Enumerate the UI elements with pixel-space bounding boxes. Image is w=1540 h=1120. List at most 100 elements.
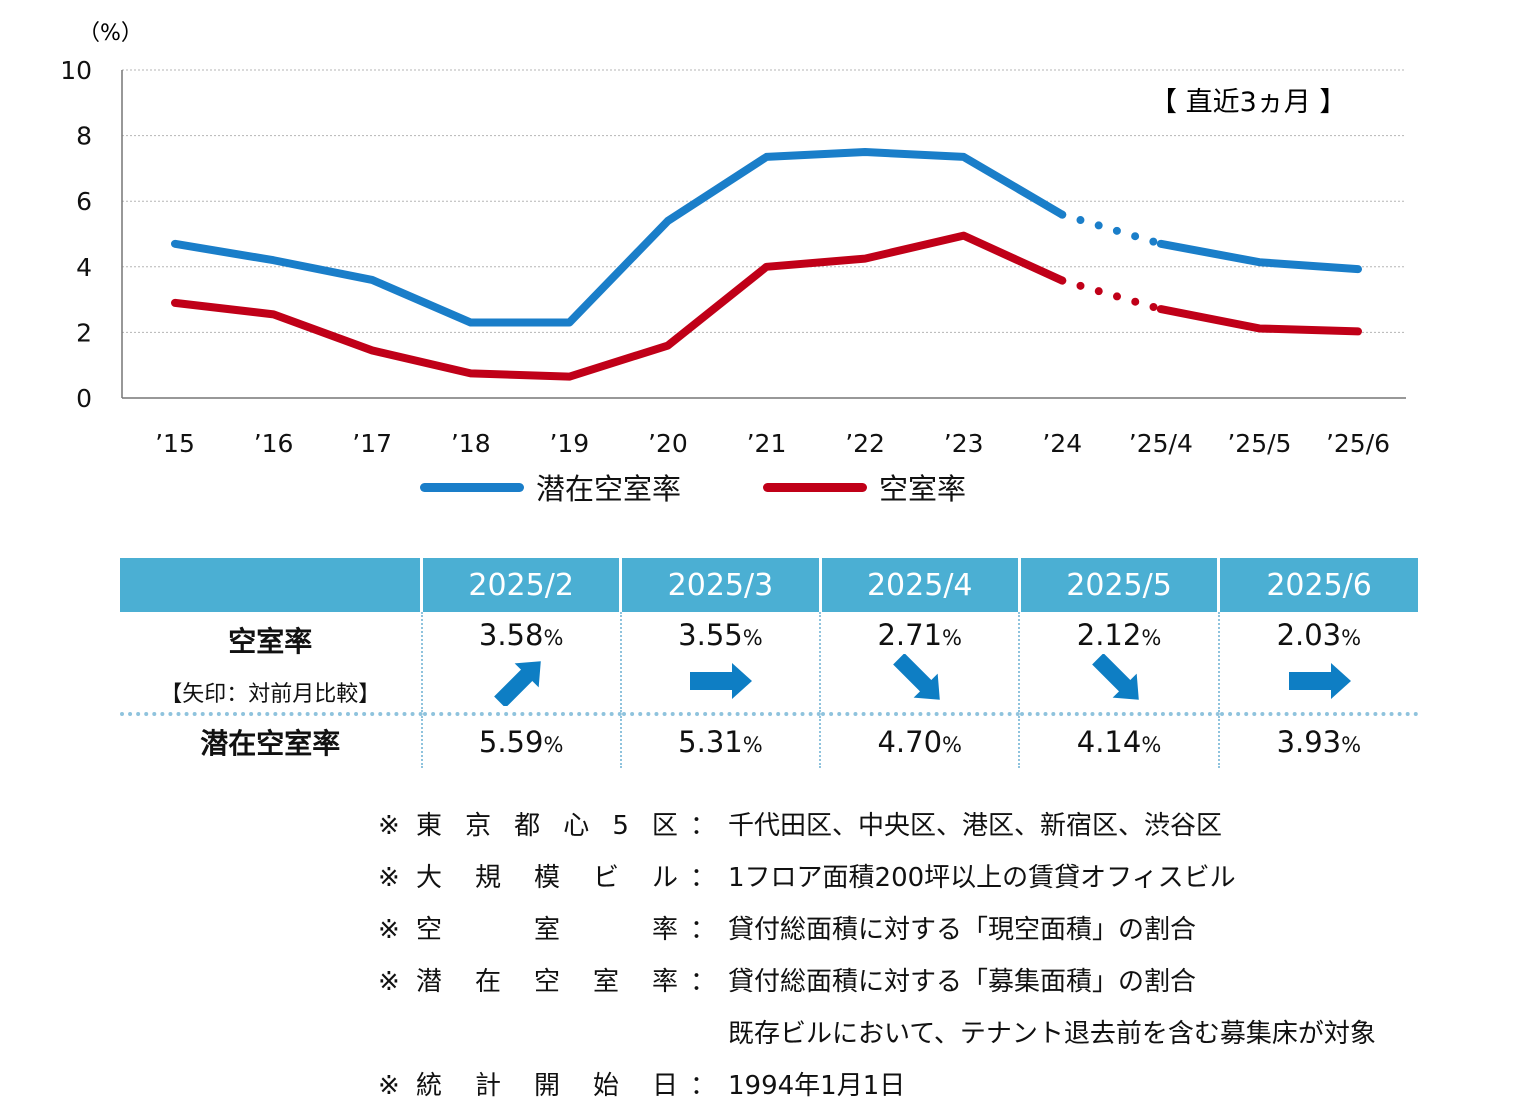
vacancy-line-dotted: [1058, 276, 1165, 314]
vacancy-row: 空室率 【矢印：対前月比較】 3.58% 3.55% 2.71% 2.12% 2…: [120, 612, 1418, 716]
potential-cell: 5.59%: [420, 714, 621, 768]
note-row-potential: ※ 潜在空室率 ： 貸付総面積に対する「募集面積」の割合: [378, 956, 1376, 1008]
vacancy-value: 3.55%: [678, 618, 763, 652]
vacancy-cell: 2.03%: [1217, 612, 1418, 716]
y-tick-labels: 0 2 4 6 8 10: [60, 56, 92, 413]
note-row-building: ※ 大規模ビル ： 1フロア面積200坪以上の賃貸オフィスビル: [378, 852, 1376, 904]
vacancy-line-solid: [171, 231, 1067, 381]
note-colon: ：: [689, 811, 716, 841]
column-header: 2025/4: [818, 558, 1020, 612]
y-tick-label: 8: [76, 122, 92, 151]
legend-label-potential: 潜在空室率: [536, 472, 682, 506]
note-colon: ：: [689, 863, 716, 893]
potential-row-label: 潜在空室率: [120, 714, 422, 768]
x-tick-label: ’25/6: [1326, 429, 1390, 458]
potential-cell: 3.93%: [1217, 714, 1418, 768]
down-right-arrow-icon-shape: [1092, 654, 1139, 700]
x-tick-label: ’25/5: [1227, 429, 1291, 458]
vacancy-label: 空室率: [228, 625, 313, 658]
vacancy-line-recent: [1156, 305, 1362, 336]
potential-value: 3.93%: [1276, 725, 1362, 759]
column-header: 2025/2: [419, 558, 621, 612]
y-tick-label: 10: [60, 56, 92, 85]
y-tick-label: 4: [76, 253, 92, 282]
column-header: 2025/6: [1217, 558, 1418, 612]
note-mark: ※: [378, 811, 400, 841]
y-unit-label: （%）: [78, 21, 143, 46]
potential-cell: 4.70%: [819, 714, 1020, 768]
line-chart: 0 2 4 6 8 10 ’15 ’16 ’17 ’18 ’19 ’20 ’21 ’22 ’23 ’24 ’2…: [60, 21, 1406, 458]
note-mark: ※: [378, 915, 400, 945]
vacancy-cell: 3.55%: [619, 612, 821, 716]
chart-legend: 潜在空室率 空室率: [420, 466, 1048, 508]
note-value: 既存ビルにおいて、テナント退去前を含む募集床が対象: [728, 1019, 1376, 1049]
down-right-arrow-icon-shape: [892, 654, 940, 700]
gridlines: [122, 69, 1406, 333]
potential-vacancy-line-dotted: [1058, 210, 1165, 248]
potential-vacancy-line-recent: [1156, 239, 1362, 274]
x-tick-label: ’18: [451, 429, 491, 458]
potential-cell: 4.14%: [1018, 714, 1219, 768]
vacancy-value: 2.03%: [1276, 618, 1362, 652]
right-arrow-icon-shape: [1288, 663, 1351, 699]
x-tick-label: ’23: [944, 429, 984, 458]
note-row-vacancy: ※ 空室率 ： 貸付総面積に対する「現空面積」の割合: [378, 904, 1376, 956]
legend-swatch-potential: [420, 482, 524, 492]
axes: [121, 70, 1406, 399]
potential-label: 潜在空室率: [200, 727, 341, 760]
note-mark: ※: [378, 967, 400, 997]
note-mark: ※: [378, 863, 400, 893]
down-right-arrow-icon: [1092, 654, 1139, 700]
x-tick-label: ’16: [254, 429, 294, 458]
note-key: 統計開始日: [416, 1071, 678, 1101]
y-tick-label: 2: [76, 318, 92, 347]
note-value: 貸付総面積に対する「現空面積」の割合: [728, 915, 1197, 945]
x-tick-label: ’21: [747, 429, 787, 458]
column-header: 2025/3: [619, 558, 821, 612]
right-arrow-icon: [1288, 663, 1351, 699]
y-tick-label: 0: [76, 384, 92, 413]
note-colon: ：: [689, 915, 716, 945]
note-value: 千代田区、中央区、港区、新宿区、渋谷区: [728, 811, 1223, 841]
x-tick-label: ’24: [1042, 429, 1082, 458]
note-mark: ※: [378, 1071, 400, 1101]
x-tick-label: ’25/4: [1129, 429, 1193, 458]
note-value: 1994年1月1日: [728, 1071, 906, 1101]
x-tick-label: ’19: [549, 429, 589, 458]
x-tick-labels: ’15 ’16 ’17 ’18 ’19 ’20 ’21 ’22 ’23 ’24 ’25/4 ’25/5…: [155, 429, 1390, 458]
vacancy-row-label: 空室率 【矢印：対前月比較】: [120, 612, 422, 716]
vacancy-value: 2.71%: [877, 618, 963, 652]
potential-value: 4.14%: [1076, 725, 1162, 759]
potential-value: 5.59%: [478, 725, 564, 759]
right-arrow-icon: [690, 663, 753, 699]
legend-item-vacancy: 空室率: [763, 466, 966, 508]
potential-value: 4.70%: [877, 725, 963, 759]
series-lines: [171, 148, 1362, 381]
down-right-arrow-icon: [892, 654, 940, 700]
x-tick-label: ’15: [155, 429, 195, 458]
note-key: 空室率: [416, 915, 678, 945]
x-tick-label: ’20: [648, 429, 688, 458]
arrow-legend-label: 【矢印：対前月比較】: [160, 682, 381, 707]
legend-swatch-vacancy: [763, 482, 868, 492]
column-header: 2025/5: [1017, 558, 1219, 612]
right-arrow-icon-shape: [690, 663, 753, 699]
note-value: 貸付総面積に対する「募集面積」の割合: [728, 967, 1197, 997]
vacancy-cell: 2.12%: [1018, 612, 1219, 716]
note-value: 1フロア面積200坪以上の賃貸オフィスビル: [728, 863, 1236, 893]
monthly-stats-table: 2025/2 2025/3 2025/4 2025/5 2025/6 空室率 【…: [120, 558, 1418, 768]
note-row-start-date: ※ 統計開始日 ： 1994年1月1日: [378, 1060, 1376, 1112]
potential-cell: 5.31%: [619, 714, 821, 768]
legend-item-potential: 潜在空室率: [420, 466, 681, 508]
x-tick-label: ’22: [845, 429, 885, 458]
vacancy-value: 2.12%: [1076, 618, 1162, 652]
chart-annotation: 【 直近3ヵ月 】: [1150, 87, 1346, 118]
up-right-arrow-icon: [494, 661, 541, 706]
note-colon: ：: [689, 1071, 716, 1101]
note-colon: ：: [689, 967, 716, 997]
potential-vacancy-row: 潜在空室率 5.59% 5.31% 4.70% 4.14% 3.93%: [120, 714, 1418, 768]
vacancy-value: 3.58%: [478, 618, 564, 652]
